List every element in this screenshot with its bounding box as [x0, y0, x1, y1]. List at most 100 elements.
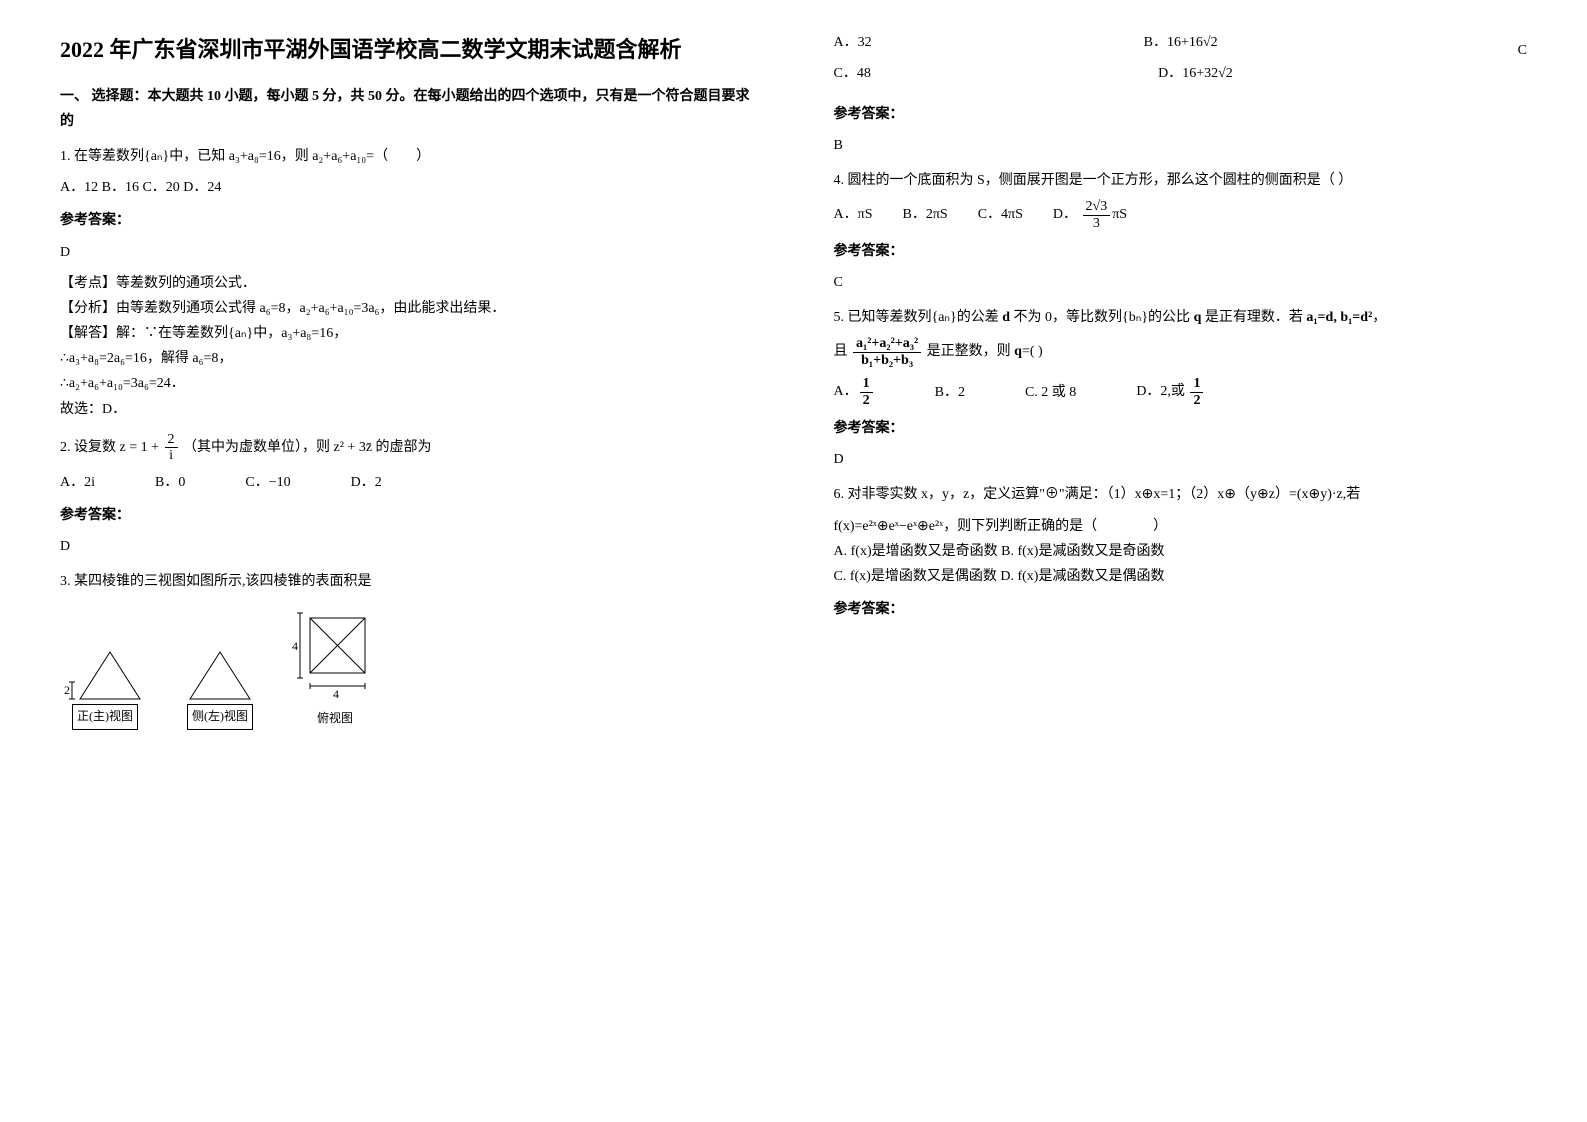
- q1-sol4: 故选：D．: [60, 397, 754, 422]
- q5-p4: ，: [1372, 310, 1386, 325]
- q4-answer: C: [834, 270, 1528, 295]
- q4-options: A．πS B．2πS C．4πS D． 2√33πS: [834, 199, 1528, 231]
- q6-line1: 6. 对非零实数 x，y，z，定义运算"⊕"满足：（1）x⊕x=1；（2）x⊕（…: [834, 482, 1528, 507]
- opt-c-label: C．: [245, 475, 268, 490]
- opt-c-label: C．: [978, 207, 1001, 222]
- frac-n: 1: [1190, 376, 1203, 392]
- opt-d-frac: 12: [1190, 376, 1203, 408]
- q5-big-frac: a₁²+a₂²+a₃²b₁+b₂+b₃: [853, 336, 921, 368]
- q2-pre: 2. 设复数: [60, 440, 120, 455]
- answer-label: 参考答案：: [834, 416, 1528, 441]
- opt-d-text: 是减函数又是偶函数: [1038, 569, 1164, 584]
- q5-line2: 且 a₁²+a₂²+a₃²b₁+b₂+b₃ 是正整数，则 q=( ): [834, 336, 1528, 368]
- svg-text:4: 4: [292, 639, 298, 653]
- q1-stem: 1. 在等差数列{aₙ}中，已知 a₃+a₈=16，则 a₂+a₆+a₁₀=（ …: [60, 144, 754, 169]
- frac-d: 2: [860, 393, 873, 408]
- frac-n: 1: [860, 376, 873, 392]
- opt-b-fx: f(x): [1017, 544, 1038, 559]
- q4-pi-s: πS: [1112, 207, 1127, 222]
- front-view-label: 正(主)视图: [72, 704, 138, 730]
- q5-p3: 是正有理数．若: [1201, 310, 1306, 325]
- q3-answer: B: [834, 133, 1528, 158]
- q6-line2: f(x)=e²ˣ⊕eˣ−eˣ⊕e²ˣ，则下列判断正确的是（ ）: [834, 514, 1528, 539]
- q1-answer: D: [60, 240, 754, 265]
- front-view-svg: 2: [60, 644, 150, 704]
- side-view-label: 侧(左)视图: [187, 704, 253, 730]
- opt-c: C. 2 或 8: [1025, 380, 1076, 405]
- opt-a-text: 是增函数又是奇函数 B.: [872, 544, 1018, 559]
- answer-label: 参考答案：: [834, 597, 1528, 622]
- q5-l2c: =( ): [1022, 345, 1043, 360]
- q5-l2b: 是正整数，则: [927, 345, 1015, 360]
- svg-text:4: 4: [333, 687, 339, 701]
- top-view: 4 4 俯视图: [290, 608, 380, 730]
- page-title: 2022 年广东省深圳市平湖外国语学校高二数学文期末试题含解析: [60, 30, 754, 70]
- q1-point: 【考点】等差数列的通项公式．: [60, 271, 754, 296]
- q1-sol2: ∴a₃+a₈=2a₆=16，解得 a₆=8，: [60, 346, 754, 371]
- opt-d-label: D．: [351, 475, 375, 490]
- q5-d: d: [1002, 310, 1010, 325]
- opt-a-label: A．: [60, 475, 84, 490]
- opt-d-val: 2: [375, 475, 382, 490]
- q4-stem: 4. 圆柱的一个底面积为 S，侧面展开图是一个正方形，那么这个圆柱的侧面积是（ …: [834, 168, 1528, 193]
- opt-c-text: 是增函数又是偶函数 D.: [871, 569, 1018, 584]
- opt-a-frac: 12: [860, 376, 873, 408]
- q1-sol1: 【解答】解：∵在等差数列{aₙ}中，a₃+a₈=16，: [60, 321, 754, 346]
- frac-d: i: [165, 448, 178, 463]
- q2-answer: D: [60, 534, 754, 559]
- q3-opt-b-label: B．: [1144, 35, 1167, 50]
- opt-a-fx: f(x): [851, 544, 872, 559]
- front-view: 2 正(主)视图: [60, 644, 150, 730]
- answer-label: 参考答案：: [60, 503, 754, 528]
- opt-c-label: C.: [834, 569, 850, 584]
- q5-q2: q: [1014, 345, 1022, 360]
- answer-label: 参考答案：: [60, 208, 754, 233]
- frac-n: 2√3: [1083, 199, 1111, 215]
- q6-tail: ，则下列判断正确的是（ ）: [943, 519, 1167, 534]
- section-heading: 一、 选择题：本大题共 10 小题，每小题 5 分，共 50 分。在每小题给出的…: [60, 84, 754, 134]
- q5-p1: 5. 已知等差数列{aₙ}的公差: [834, 310, 1003, 325]
- opt-b-val: 0: [178, 475, 185, 490]
- answer-label: 参考答案：: [834, 102, 1528, 127]
- q2-mid: （其中为虚数单位），则: [183, 440, 334, 455]
- top-view-svg: 4 4: [290, 608, 380, 708]
- svg-text:2: 2: [64, 683, 70, 697]
- top-view-label: 俯视图: [290, 708, 380, 730]
- answer-label: 参考答案：: [834, 239, 1528, 264]
- q3-opt-a: A．32: [834, 30, 872, 55]
- q3-opt-d-label: D．: [1158, 66, 1182, 81]
- frac-d: b₁+b₂+b₃: [853, 353, 921, 368]
- q6-opts-cd: C. f(x)是增函数又是偶函数 D. f(x)是减函数又是偶函数: [834, 564, 1528, 589]
- q3-opt-c2: C．48: [834, 61, 871, 86]
- opt-a-val: πS: [858, 207, 873, 222]
- opt-c-fx: f(x): [850, 569, 871, 584]
- opt-a-label: A.: [834, 544, 851, 559]
- opt-a-label: A．: [834, 384, 858, 399]
- opt-d-label: D．: [1053, 207, 1077, 222]
- q5-eq: a₁=d, b₁=d²: [1306, 310, 1372, 325]
- opt-a-val: 2i: [84, 475, 95, 490]
- opt-d-fx: f(x): [1017, 569, 1038, 584]
- frac-d: 3: [1083, 216, 1111, 231]
- q1-analysis: 【分析】由等差数列通项公式得 a₆=8，a₂+a₆+a₁₀=3a₆，由此能求出结…: [60, 296, 754, 321]
- q5-answer: D: [834, 447, 1528, 472]
- q2-options: A．2i B．0 C．−10 D．2: [60, 470, 754, 495]
- opt-b: B．2: [935, 380, 965, 405]
- q2-post: 的虚部为: [376, 440, 432, 455]
- q3-stem: 3. 某四棱锥的三视图如图所示,该四棱锥的表面积是: [60, 569, 754, 594]
- opt-b-label: B．: [902, 207, 925, 222]
- three-views: 2 正(主)视图 侧(左)视图 4: [60, 608, 754, 730]
- q3-opt-d-val: 16+32√2: [1182, 66, 1233, 81]
- side-view-svg: [180, 644, 260, 704]
- q2-formula-2: z² + 3z̄: [334, 440, 373, 455]
- q2-stem: 2. 设复数 z = 1 + 2i （其中为虚数单位），则 z² + 3z̄ 的…: [60, 432, 754, 464]
- q6-opts-ab: A. f(x)是增函数又是奇函数 B. f(x)是减函数又是奇函数: [834, 539, 1528, 564]
- frac-d: 2: [1190, 393, 1203, 408]
- q1-options: A．12 B．16 C．20 D．24: [60, 175, 754, 200]
- q5-options: A．12 B．2 C. 2 或 8 D．2,或 12: [834, 376, 1528, 408]
- frac-n: 2: [165, 432, 178, 448]
- q5-l2a: 且: [834, 345, 852, 360]
- q5-stem: 5. 已知等差数列{aₙ}的公差 d 不为 0，等比数列{bₙ}的公比 q 是正…: [834, 305, 1528, 330]
- q1-sol3: ∴a₂+a₆+a₁₀=3a₆=24．: [60, 371, 754, 396]
- q4-opt-d-frac: 2√33: [1083, 199, 1111, 231]
